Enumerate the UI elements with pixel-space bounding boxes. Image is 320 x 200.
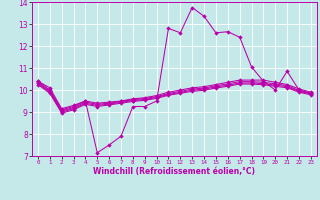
X-axis label: Windchill (Refroidissement éolien,°C): Windchill (Refroidissement éolien,°C) xyxy=(93,167,255,176)
